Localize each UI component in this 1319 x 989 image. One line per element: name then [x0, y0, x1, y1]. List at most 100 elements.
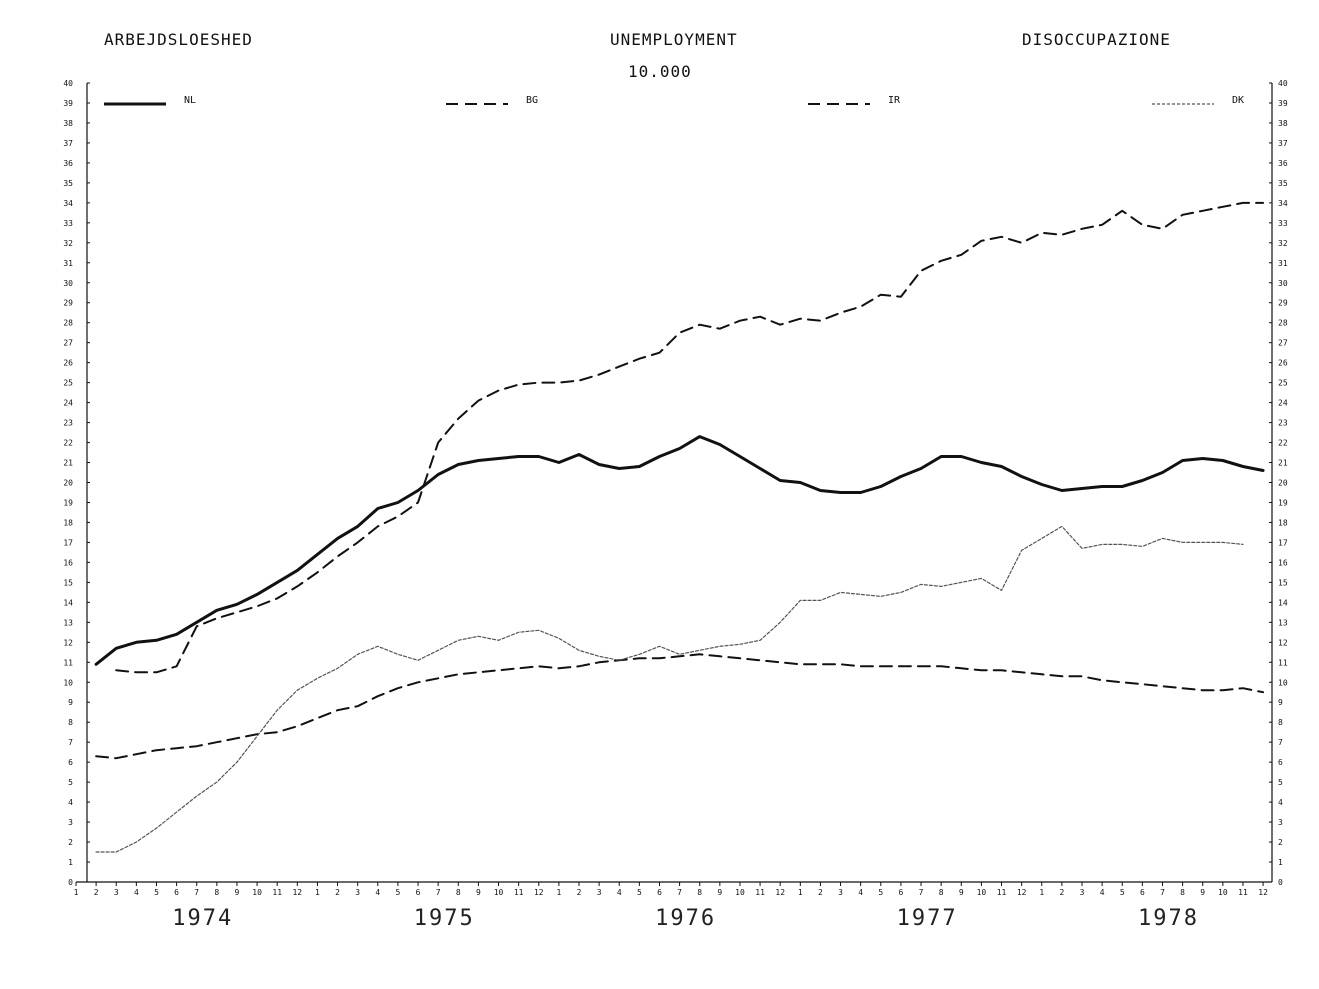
series-line-nl: [94, 435, 1265, 666]
x-tick-label: 12: [1017, 888, 1027, 897]
y-tick-label-left: 0: [68, 878, 73, 887]
y-tick-label-right: 40: [1278, 79, 1288, 88]
y-tick-label-right: 36: [1278, 159, 1288, 168]
y-tick-label-left: 36: [63, 159, 73, 168]
y-tick-label-right: 24: [1278, 399, 1288, 408]
y-tick-label-right: 27: [1278, 339, 1288, 348]
y-tick-label-left: 26: [63, 359, 73, 368]
x-tick-label: 11: [755, 888, 765, 897]
x-tick-label: 4: [134, 888, 139, 897]
y-tick-label-left: 6: [68, 758, 73, 767]
y-tick-label-left: 1: [68, 858, 73, 867]
series-line-dk: [95, 525, 1244, 853]
x-tick-label: 1: [556, 888, 561, 897]
x-tick-label: 5: [1120, 888, 1125, 897]
x-tick-label: 2: [577, 888, 582, 897]
y-tick-label-left: 38: [63, 119, 73, 128]
y-tick-label-right: 37: [1278, 139, 1288, 148]
legend-label-nl: NL: [184, 95, 196, 106]
year-label: 1974: [172, 906, 233, 931]
y-tick-label-left: 9: [68, 698, 73, 707]
x-tick-label: 4: [375, 888, 380, 897]
y-tick-label-right: 18: [1278, 518, 1288, 527]
y-tick-label-left: 33: [63, 219, 73, 228]
chart-title-english: UNEMPLOYMENT: [610, 30, 738, 49]
x-tick-label: 1: [74, 888, 79, 897]
y-tick-label-right: 9: [1278, 698, 1283, 707]
y-tick-label-right: 22: [1278, 439, 1288, 448]
y-tick-label-right: 16: [1278, 558, 1288, 567]
y-tick-label-right: 7: [1278, 738, 1283, 747]
y-tick-label-right: 38: [1278, 119, 1288, 128]
x-tick-label: 12: [534, 888, 544, 897]
series-line-bg: [115, 201, 1265, 674]
y-tick-label-left: 5: [68, 778, 73, 787]
y-tick-label-left: 23: [63, 419, 73, 428]
x-tick-label: 1: [798, 888, 803, 897]
y-tick-label-right: 15: [1278, 578, 1288, 587]
y-tick-label-left: 22: [63, 439, 73, 448]
y-tick-label-right: 10: [1278, 678, 1288, 687]
x-tick-label: 9: [717, 888, 722, 897]
y-tick-label-left: 15: [63, 578, 73, 587]
y-tick-label-right: 25: [1278, 379, 1288, 388]
x-tick-label: 12: [292, 888, 302, 897]
x-tick-label: 6: [416, 888, 421, 897]
y-tick-label-left: 28: [63, 319, 73, 328]
x-tick-label: 8: [1180, 888, 1185, 897]
y-tick-label-right: 32: [1278, 239, 1288, 248]
x-tick-label: 6: [899, 888, 904, 897]
y-tick-label-right: 5: [1278, 778, 1283, 787]
y-tick-label-left: 14: [63, 598, 73, 607]
y-tick-label-left: 21: [63, 459, 73, 468]
x-tick-label: 9: [959, 888, 964, 897]
y-tick-label-right: 17: [1278, 538, 1288, 547]
y-tick-label-left: 24: [63, 399, 73, 408]
chart-title-italian: DISOCCUPAZIONE: [1022, 30, 1171, 49]
x-tick-label: 12: [775, 888, 785, 897]
chart-title-danish: ARBEJDSLOESHED: [104, 30, 253, 49]
x-tick-label: 1: [1039, 888, 1044, 897]
x-tick-label: 11: [272, 888, 282, 897]
y-tick-label-left: 37: [63, 139, 73, 148]
y-tick-label-left: 35: [63, 179, 73, 188]
y-tick-label-right: 29: [1278, 299, 1288, 308]
y-tick-label-left: 20: [63, 479, 73, 488]
y-tick-label-right: 2: [1278, 838, 1283, 847]
y-tick-label-right: 3: [1278, 818, 1283, 827]
series-layer: [94, 201, 1265, 853]
year-label: 1976: [655, 906, 716, 931]
y-tick-label-left: 18: [63, 518, 73, 527]
y-tick-label-left: 4: [68, 798, 73, 807]
y-tick-label-right: 39: [1278, 99, 1288, 108]
y-tick-label-left: 31: [63, 259, 73, 268]
y-tick-label-left: 16: [63, 558, 73, 567]
year-label: 1978: [1138, 906, 1199, 931]
y-tick-label-right: 28: [1278, 319, 1288, 328]
x-tick-label: 5: [154, 888, 159, 897]
x-tick-label: 6: [174, 888, 179, 897]
x-tick-label: 10: [252, 888, 262, 897]
x-tick-label: 5: [396, 888, 401, 897]
x-tick-label: 8: [939, 888, 944, 897]
x-tick-label: 1: [315, 888, 320, 897]
x-tick-label: 2: [94, 888, 99, 897]
y-tick-label-right: 19: [1278, 498, 1288, 507]
legend-label-dk: DK: [1232, 95, 1244, 106]
y-tick-label-right: 23: [1278, 419, 1288, 428]
chart-legend: NL BG IR DK: [104, 95, 1244, 106]
y-tick-label-left: 39: [63, 99, 73, 108]
y-tick-label-right: 11: [1278, 658, 1288, 667]
x-tick-label: 2: [335, 888, 340, 897]
x-tick-label: 2: [818, 888, 823, 897]
x-tick-label: 3: [597, 888, 602, 897]
y-tick-label-right: 20: [1278, 479, 1288, 488]
x-tick-label: 10: [977, 888, 987, 897]
x-tick-label: 10: [494, 888, 504, 897]
y-tick-label-right: 8: [1278, 718, 1283, 727]
y-tick-label-left: 13: [63, 618, 73, 627]
y-tick-label-left: 19: [63, 498, 73, 507]
year-label: 1975: [414, 906, 475, 931]
